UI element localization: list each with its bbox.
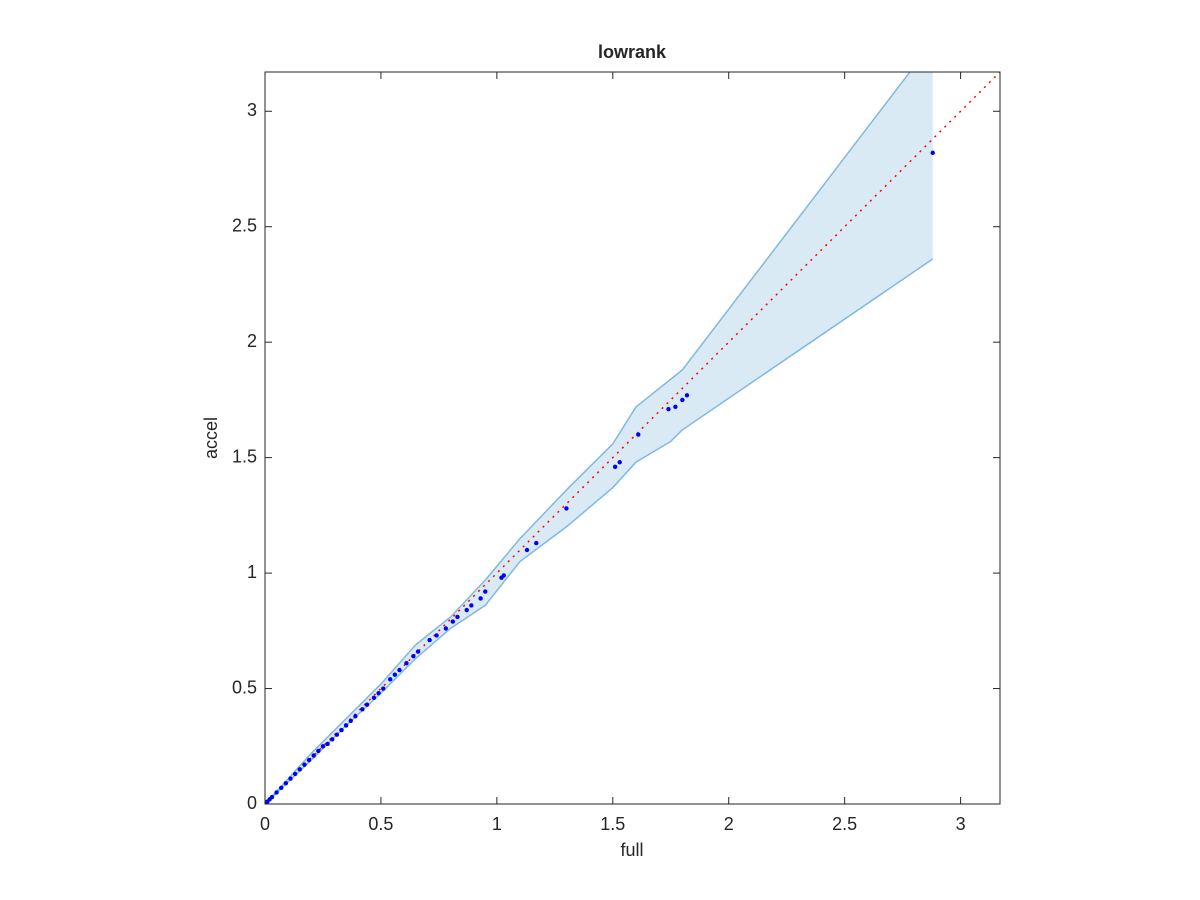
scatter-point — [381, 686, 386, 691]
scatter-point — [501, 573, 507, 578]
scatter-point — [666, 406, 671, 412]
scatter-point — [636, 432, 641, 437]
y-tick-label: 2.5 — [232, 215, 257, 235]
scatter-point — [455, 614, 460, 620]
y-tick-label: 1 — [247, 562, 257, 582]
scatter-point — [288, 776, 293, 781]
x-tick-label: 1.5 — [600, 814, 625, 834]
scatter-point — [330, 737, 335, 742]
reference-line — [265, 72, 1000, 804]
x-tick-label: 2.5 — [832, 814, 857, 834]
scatter-point — [478, 596, 483, 601]
scatter-point — [274, 790, 279, 795]
scatter-point — [469, 603, 474, 608]
scatter-point — [464, 607, 469, 613]
scatter-point — [353, 714, 358, 719]
scatter-point — [415, 649, 421, 654]
scatter-point — [404, 660, 409, 666]
scatter-point — [306, 757, 312, 763]
scatter-point — [339, 727, 344, 733]
y-tick-label: 0.5 — [232, 677, 257, 697]
y-tick-label: 1.5 — [232, 446, 257, 466]
x-tick-label: 1 — [492, 814, 502, 834]
scatter-point — [302, 762, 307, 767]
scatter-point — [360, 707, 365, 712]
scatter-point — [397, 667, 402, 673]
band-upper — [265, 72, 911, 804]
scatter-point — [684, 393, 690, 398]
scatter-point — [269, 794, 275, 800]
y-tick-label: 2 — [247, 331, 257, 351]
band-fill — [265, 72, 933, 804]
axes-box — [264, 71, 1001, 805]
scatter-point — [443, 626, 449, 631]
chart-title: lowrank — [598, 42, 667, 62]
band-lower — [265, 258, 934, 804]
scatter-point — [930, 150, 935, 156]
scatter-point — [612, 464, 618, 470]
plot-area — [265, 72, 1000, 804]
scatter-point — [334, 732, 340, 737]
scatter-point — [371, 695, 377, 700]
x-tick-label: 0 — [260, 814, 270, 834]
scatter-point — [343, 723, 349, 728]
scatter-point — [279, 785, 284, 791]
scatter-point — [483, 589, 488, 594]
x-axis-label: full — [620, 840, 643, 860]
y-tick-label: 0 — [247, 793, 257, 813]
scatter-point — [450, 619, 456, 624]
y-axis-label: accel — [201, 417, 221, 459]
scatter-point — [388, 677, 393, 682]
scatter-point — [325, 741, 330, 747]
scatter-point — [320, 744, 326, 749]
scatter-point — [617, 460, 622, 465]
x-tick-label: 0.5 — [368, 814, 393, 834]
scatter-point — [348, 718, 353, 724]
scatter-point — [364, 702, 370, 707]
x-tick-label: 3 — [956, 814, 966, 834]
scatter-point — [673, 404, 678, 410]
scatter-point — [283, 781, 289, 786]
scatter-point — [376, 690, 381, 696]
x-tick-label: 2 — [724, 814, 734, 834]
scatter-point — [392, 672, 398, 677]
y-tick-label: 3 — [247, 100, 257, 120]
scatter-point — [564, 506, 569, 511]
scatter-point — [292, 771, 298, 777]
scatter-point — [680, 397, 685, 403]
scatter-point — [427, 637, 432, 643]
scatter-point — [534, 540, 539, 546]
scatter-point — [311, 753, 316, 758]
scatter-point — [434, 633, 439, 638]
scatter-point — [524, 547, 530, 553]
scatter-point — [297, 767, 302, 772]
scatter-point — [316, 748, 321, 754]
scatter-point — [411, 654, 416, 659]
